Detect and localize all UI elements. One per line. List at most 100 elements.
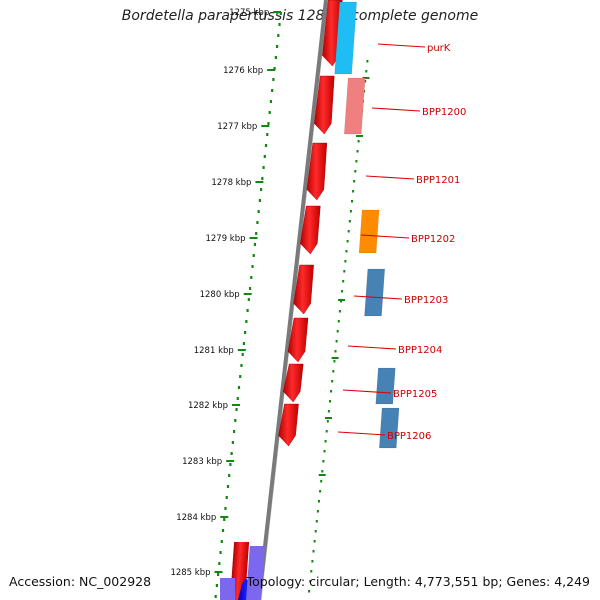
- band-dot: [356, 150, 359, 153]
- band-dot: [326, 420, 329, 423]
- band-dot: [346, 240, 349, 243]
- cds-arrow: [278, 403, 299, 447]
- band-dot: [309, 580, 312, 583]
- ruler-dot: [224, 507, 227, 510]
- ruler-dot: [217, 573, 220, 576]
- map-title: Bordetella parapertussis 12822, complete…: [121, 8, 479, 24]
- band-dot: [354, 170, 357, 173]
- ruler-dot: [251, 265, 254, 268]
- ruler-dot: [234, 419, 237, 422]
- band-dot: [313, 540, 316, 543]
- cds-arrow: [300, 205, 321, 255]
- ruler-dot: [250, 276, 253, 279]
- band-dot: [310, 570, 313, 573]
- gene-block-bpp1205[interactable]: [375, 367, 396, 405]
- gene-block-bpp1202[interactable]: [358, 209, 380, 254]
- band-dot: [330, 390, 333, 393]
- ruler-dot: [269, 100, 273, 103]
- ruler-dot: [220, 540, 223, 543]
- ruler-label-group: 1275 kbp 1276 kbp 1277 kbp 1278 kbp 1279 kbp…: [170, 8, 269, 578]
- gene-block-bpp1203[interactable]: [364, 268, 386, 317]
- ruler-dot: [231, 441, 234, 444]
- ruler-tick-label: 1278 kbp: [211, 178, 251, 188]
- band-dot: [344, 260, 347, 263]
- band-dot: [314, 530, 317, 533]
- ruler-tick-label: 1277 kbp: [217, 122, 257, 132]
- gene-block-purk[interactable]: [334, 1, 357, 75]
- band-dot: [327, 410, 330, 413]
- gene-label-bpp1201[interactable]: BPP1201: [416, 175, 460, 186]
- band-dot: [318, 500, 320, 503]
- band-dot: [352, 190, 355, 193]
- band-dot: [340, 300, 342, 303]
- ruler-dot: [272, 78, 275, 81]
- ruler-dot: [246, 309, 249, 312]
- gene-callout-line: [342, 389, 392, 394]
- ruler-dot: [257, 210, 260, 213]
- gene-callout-line: [360, 234, 410, 239]
- gene-label-bpp1202[interactable]: BPP1202: [411, 234, 455, 245]
- ruler-tick-label: 1275 kbp: [229, 8, 269, 18]
- band-dot: [337, 320, 340, 323]
- ruler-tick-label: 1276 kbp: [223, 66, 263, 76]
- ruler-dot: [252, 254, 255, 257]
- band-dot: [329, 400, 331, 403]
- band-dot: [315, 520, 318, 523]
- gene-label-bpp1200[interactable]: BPP1200: [422, 107, 466, 118]
- band-dot: [357, 140, 360, 143]
- gene-block-bottom-left[interactable]: [220, 578, 235, 600]
- gene-label-bpp1203[interactable]: BPP1203: [404, 295, 448, 306]
- ruler-dot: [237, 386, 241, 389]
- cds-arrow: [314, 75, 335, 135]
- ruler-dot: [267, 122, 270, 125]
- accession-label: Accession: NC_002928: [9, 574, 152, 589]
- ruler-dot: [240, 364, 243, 367]
- band-dot: [355, 160, 358, 163]
- ruler-dot: [264, 144, 268, 147]
- ruler-dot: [244, 331, 247, 334]
- ruler-tick-label: 1285 kbp: [170, 568, 210, 578]
- band-dot: [341, 290, 344, 293]
- ruler-tick-label: 1282 kbp: [188, 401, 228, 411]
- gene-block-bpp1200[interactable]: [343, 77, 366, 135]
- ruler-dot: [273, 67, 276, 70]
- gene-label-bpp1206[interactable]: BPP1206: [387, 431, 431, 442]
- ruler-dot: [228, 474, 231, 477]
- ruler-dot: [275, 45, 279, 48]
- ruler-dot: [247, 298, 250, 301]
- ruler-dot: [255, 232, 258, 235]
- ruler-dot: [263, 155, 266, 158]
- gene-label-bpp1205[interactable]: BPP1205: [393, 389, 437, 400]
- band-dot: [321, 470, 324, 473]
- ruler-dot: [256, 221, 259, 224]
- ruler-dot: [215, 584, 218, 587]
- ruler-dot: [221, 529, 225, 532]
- gene-label-group: purK BPP1200 BPP1201 BPP1202 BPP1203 BPP1204 B…: [337, 43, 466, 442]
- ruler-dot: [274, 56, 277, 59]
- gene-label-bpp1204[interactable]: BPP1204: [398, 345, 442, 356]
- ruler-dot: [232, 430, 236, 433]
- ruler-tick-label: 1284 kbp: [176, 513, 216, 523]
- genome-backbone: [257, 0, 329, 600]
- ruler-dot: [235, 408, 238, 411]
- band-dot: [347, 230, 350, 233]
- band-dot: [323, 450, 326, 453]
- ruler-dot: [248, 287, 252, 290]
- band-dot: [316, 510, 319, 513]
- gene-block-bpp1206[interactable]: [379, 407, 400, 449]
- gene-block-bottom[interactable]: [246, 546, 265, 600]
- band-dot: [349, 210, 352, 213]
- band-dot: [365, 70, 368, 73]
- gene-callout-line: [353, 295, 403, 300]
- band-dot: [333, 360, 336, 363]
- band-dot: [364, 80, 367, 83]
- gene-label-purk[interactable]: purK: [427, 43, 451, 54]
- gene-track: [220, 1, 400, 600]
- ruler-dot: [268, 111, 271, 114]
- cds-arrow: [306, 142, 328, 201]
- band-dot: [351, 200, 353, 203]
- ruler-dot: [260, 188, 263, 191]
- cds-arrow: [283, 363, 304, 403]
- ruler-dot: [239, 375, 242, 378]
